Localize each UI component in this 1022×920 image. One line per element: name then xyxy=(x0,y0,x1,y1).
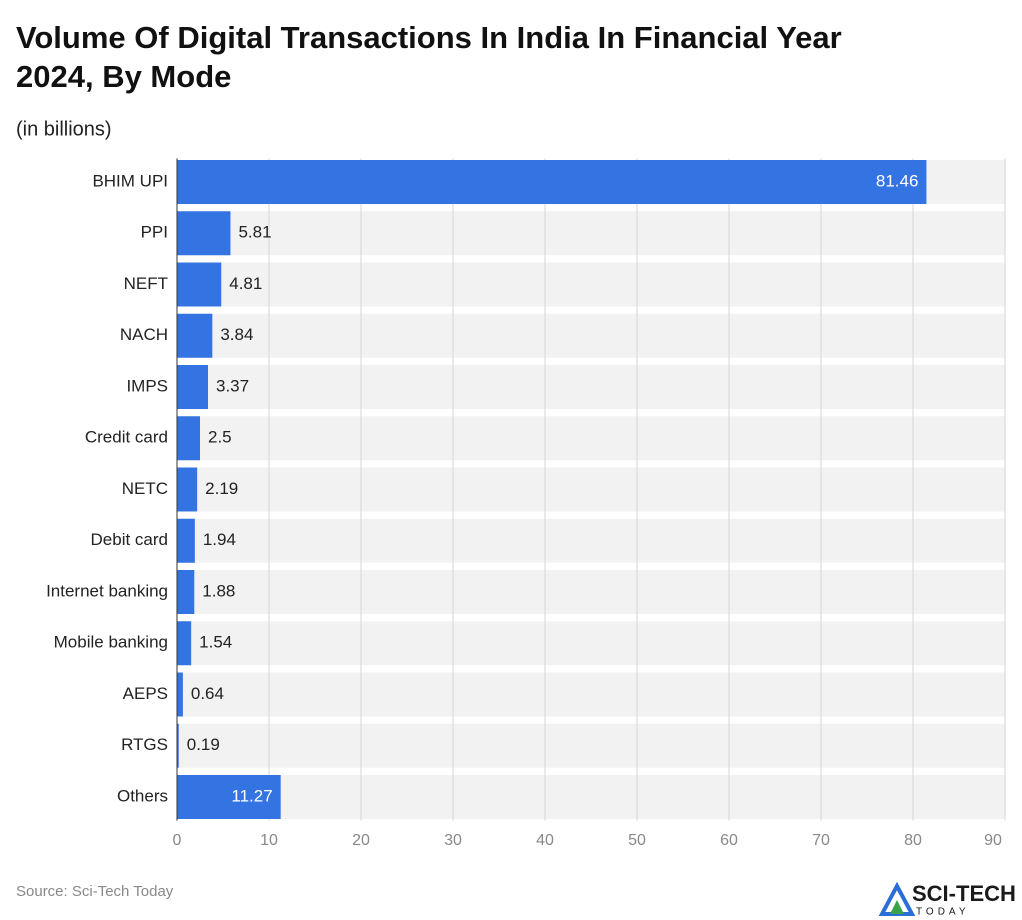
x-tick-label: 50 xyxy=(628,832,646,849)
y-tick-label: Mobile banking xyxy=(54,633,168,652)
row-band xyxy=(177,672,1005,717)
row-band xyxy=(177,518,1005,563)
row-band xyxy=(177,262,1005,307)
chart-title: Volume Of Digital Transactions In India … xyxy=(16,20,842,94)
bar xyxy=(177,775,281,819)
value-label: 4.81 xyxy=(229,274,262,293)
bar xyxy=(177,365,209,409)
x-tick-label: 0 xyxy=(173,832,182,849)
y-tick-label: Internet banking xyxy=(46,581,168,600)
row-band xyxy=(177,365,1005,409)
bar xyxy=(177,160,927,204)
x-tick-label: 60 xyxy=(720,832,738,849)
y-tick-label: NETC xyxy=(122,479,168,498)
row-band xyxy=(177,467,1005,512)
bar xyxy=(177,416,200,461)
value-label: 11.27 xyxy=(231,786,272,805)
y-tick-label: RTGS xyxy=(121,735,168,754)
value-label: 0.64 xyxy=(191,684,224,703)
logo: SCI-TECH TODAY xyxy=(878,881,1016,918)
row-band xyxy=(177,723,1005,768)
row-band xyxy=(177,775,1005,819)
value-label: 1.88 xyxy=(202,581,235,600)
value-label: 0.19 xyxy=(187,735,220,754)
x-tick-label: 80 xyxy=(904,832,922,849)
bar xyxy=(177,518,195,563)
x-tick-label: 90 xyxy=(984,832,1002,849)
value-label: 1.54 xyxy=(199,633,232,652)
value-label: 81.46 xyxy=(876,171,919,190)
bar xyxy=(177,313,213,358)
y-tick-label: NACH xyxy=(120,325,168,344)
value-label: 2.5 xyxy=(208,428,232,447)
value-label: 3.37 xyxy=(216,376,249,395)
bar xyxy=(177,621,192,666)
logo-tagline: TODAY xyxy=(916,907,970,918)
bar xyxy=(177,467,198,512)
x-tick-label: 40 xyxy=(536,832,554,849)
y-tick-label: Others xyxy=(117,786,168,805)
x-tick-label: 20 xyxy=(352,832,370,849)
row-band xyxy=(177,313,1005,358)
source: Source: Sci-Tech Today xyxy=(16,883,174,900)
logo-name: SCI-TECH xyxy=(912,881,1016,906)
row-band xyxy=(177,416,1005,461)
logo-icon-inner xyxy=(890,900,904,914)
bar xyxy=(177,211,231,256)
y-tick-label: Debit card xyxy=(91,530,168,549)
row-band xyxy=(177,211,1005,256)
value-label: 1.94 xyxy=(203,530,236,549)
bar xyxy=(177,262,222,307)
value-label: 2.19 xyxy=(205,479,238,498)
y-tick-label: PPI xyxy=(141,223,168,242)
y-tick-label: AEPS xyxy=(123,684,168,703)
bar xyxy=(177,570,195,614)
value-label: 5.81 xyxy=(238,223,271,242)
bar xyxy=(177,672,183,717)
row-band xyxy=(177,570,1005,614)
row-band xyxy=(177,621,1005,666)
chart-subtitle: (in billions) xyxy=(16,118,112,140)
y-tick-label: NEFT xyxy=(124,274,168,293)
y-tick-label: BHIM UPI xyxy=(92,171,168,190)
y-tick-label: IMPS xyxy=(126,376,168,395)
y-tick-label: Credit card xyxy=(85,428,168,447)
value-label: 3.84 xyxy=(220,325,253,344)
x-tick-label: 30 xyxy=(444,832,462,849)
bar xyxy=(177,723,179,768)
x-tick-label: 10 xyxy=(260,832,278,849)
x-tick-label: 70 xyxy=(812,832,830,849)
